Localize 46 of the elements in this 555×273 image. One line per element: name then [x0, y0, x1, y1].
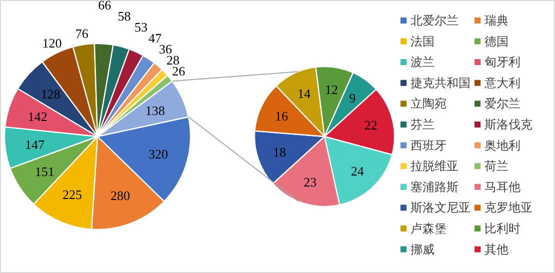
- legend-label: 挪威: [410, 242, 434, 256]
- legend-label: 斯洛文尼亚: [410, 200, 470, 215]
- data-label: 12: [325, 82, 338, 97]
- data-label: 151: [34, 164, 54, 179]
- legend-label: 塞浦路斯: [410, 180, 458, 194]
- data-label: 142: [28, 109, 48, 124]
- data-label: 9: [349, 90, 356, 106]
- data-label: 16: [275, 108, 289, 124]
- data-label: 66: [98, 0, 112, 13]
- legend-label: 克罗地亚: [484, 200, 532, 215]
- data-label: 280: [110, 188, 130, 204]
- data-label: 18: [272, 144, 286, 160]
- data-label: 138: [145, 102, 165, 118]
- legend-label: 比利时: [484, 222, 520, 236]
- legend-label: 其他: [484, 242, 508, 256]
- legend-label: 荷兰: [484, 159, 508, 174]
- legend-label: 芬兰: [410, 118, 434, 132]
- legend-label: 奥地利: [484, 138, 520, 152]
- data-label: 120: [42, 35, 62, 50]
- legend-label: 爱尔兰: [484, 96, 520, 111]
- legend-label: 瑞典: [484, 14, 508, 28]
- legend-label: 意大利: [484, 76, 520, 90]
- data-label: 76: [75, 26, 89, 42]
- legend-label: 拉脱维亚: [410, 159, 458, 174]
- data-label: 320: [148, 146, 168, 162]
- data-label: 128: [40, 86, 60, 102]
- legend-label: 德国: [484, 34, 508, 48]
- legend-label: 马耳他: [484, 180, 520, 194]
- legend-label: 捷克共和国: [410, 76, 470, 90]
- legend-label: 北爱尔兰: [410, 14, 458, 28]
- legend-label: 卢森堡: [410, 222, 446, 236]
- data-label: 23: [304, 174, 317, 190]
- legend-label: 波兰: [410, 55, 434, 70]
- data-label: 24: [350, 163, 364, 178]
- legend-label: 西班牙: [410, 138, 446, 152]
- legend-label: 斯洛伐克: [484, 118, 532, 132]
- data-label: 22: [364, 118, 378, 133]
- legend-label: 法国: [410, 34, 434, 48]
- data-label: 58: [118, 8, 131, 24]
- data-label: 14: [298, 86, 312, 102]
- data-label: 47: [148, 30, 162, 46]
- legend-label: 立陶宛: [410, 96, 446, 111]
- legend-label: 匈牙利: [484, 55, 520, 70]
- data-label: 53: [134, 20, 148, 35]
- data-label: 147: [24, 136, 45, 152]
- data-label: 225: [62, 186, 82, 202]
